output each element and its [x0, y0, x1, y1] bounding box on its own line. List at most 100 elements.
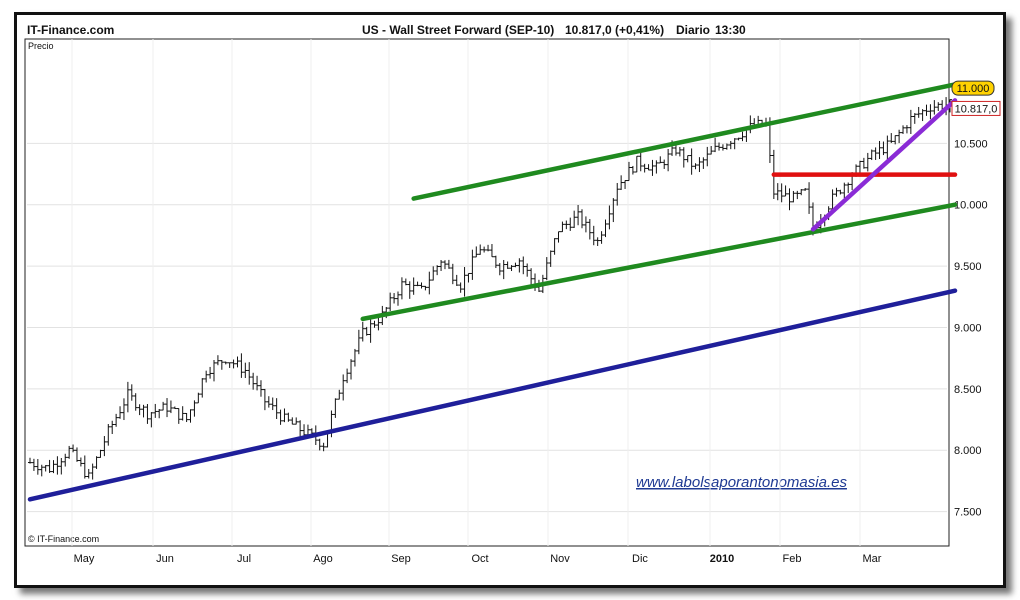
ohlc-bar [129, 384, 134, 401]
ohlc-bar [795, 190, 800, 200]
ohlc-bar [364, 326, 369, 336]
ohlc-bar [466, 272, 471, 283]
ohlc-bar [709, 145, 714, 155]
ohlc-bar [834, 187, 839, 197]
ohlc-bar [219, 360, 224, 370]
ohlc-bar [497, 263, 502, 276]
ohlc-bar [732, 138, 737, 150]
ohlc-bar [552, 238, 557, 255]
ohlc-bar [720, 144, 725, 151]
ohlc-bar [611, 198, 616, 223]
price-badge-text: 10.817,0 [955, 103, 998, 115]
ohlc-bar [184, 412, 189, 423]
ohlc-bar [407, 281, 412, 299]
ohlc-bar [681, 147, 686, 168]
ohlc-bar [717, 142, 722, 151]
level-badge: 11.000 [951, 80, 995, 96]
ohlc-bar [607, 205, 612, 230]
ohlc-bar [908, 109, 913, 135]
level-badge-text: 11.000 [957, 83, 990, 95]
ohlc-bar [345, 368, 350, 384]
y-tick-label: 10.500 [954, 138, 988, 150]
x-tick-label: Feb [783, 553, 802, 565]
ohlc-bar [161, 401, 166, 411]
ohlc-bar [302, 424, 307, 438]
ohlc-bar [192, 400, 197, 417]
ohlc-bar [705, 146, 710, 167]
ohlc-bar [286, 412, 291, 422]
ohlc-bar [149, 412, 154, 428]
ohlc-bar [560, 221, 565, 233]
ohlc-bar [121, 398, 126, 421]
ohlc-bar [701, 157, 706, 169]
ohlc-bar [262, 388, 267, 411]
ohlc-bar [932, 100, 937, 115]
ohlc-bar [442, 260, 447, 270]
ohlc-bar [505, 261, 510, 269]
ohlc-bar [838, 189, 843, 195]
ohlc-bar [106, 424, 111, 446]
ohlc-bar [885, 135, 890, 162]
ohlc-bar [47, 459, 52, 473]
ohlc-bar [63, 453, 68, 467]
trendline [360, 202, 958, 322]
ohlc-bar [86, 468, 91, 479]
chart-frame: IT-Finance.com US - Wall Street Forward … [14, 12, 1006, 588]
ohlc-bar [396, 291, 400, 306]
ohlc-bar [904, 125, 909, 134]
ohlc-bar [78, 457, 83, 467]
ohlc-bar [298, 420, 303, 437]
ohlc-bar [399, 277, 404, 300]
ohlc-bar [168, 400, 173, 414]
last-quote: 10.817,0 (+0,41%) [565, 23, 664, 37]
ohlc-bar [278, 409, 283, 425]
y-tick-label: 8.500 [954, 384, 982, 396]
ohlc-bar [458, 282, 463, 293]
ohlc-bar [501, 259, 506, 280]
ohlc-bar [603, 219, 608, 238]
ohlc-bar [208, 366, 213, 379]
ohlc-bar [564, 220, 569, 230]
ohlc-bar [239, 353, 244, 378]
ohlc-bar [713, 137, 718, 153]
trendline [411, 82, 958, 201]
ohlc-bar [454, 274, 459, 286]
ohlc-bar [482, 246, 487, 253]
x-tick-label: 2010 [710, 553, 734, 565]
period-label: Diario [676, 23, 710, 37]
ohlc-bar [916, 106, 921, 118]
ohlc-bar [521, 256, 526, 275]
ohlc-bar [419, 282, 424, 289]
ohlc-bar [415, 281, 420, 287]
ohlc-bar [71, 444, 76, 453]
ohlc-bar [580, 209, 584, 229]
ohlc-bar [881, 141, 886, 156]
ohlc-bar [411, 277, 416, 295]
x-axis: May Jun Jul Ago Sep Oct Nov Dic 2010 Feb Mar [74, 553, 882, 565]
ohlc-bar [787, 188, 792, 211]
ohlc-bar [321, 442, 326, 452]
ohlc-bar [372, 320, 377, 328]
ohlc-bar [82, 455, 87, 479]
ohlc-bar [587, 219, 592, 240]
ohlc-bar [360, 321, 365, 342]
ohlc-bar [356, 329, 361, 355]
ohlc-bar [274, 398, 279, 420]
ohlc-bar [689, 148, 694, 175]
ohlc-bar [474, 246, 479, 258]
ohlc-bar [901, 125, 906, 134]
ohlc-bar [431, 266, 436, 281]
ohlc-bar [90, 463, 95, 480]
watermark-link[interactable]: www.labolsaporantonomasia.es [636, 474, 847, 491]
ohlc-bar [94, 456, 99, 469]
ohlc-bar [697, 157, 702, 173]
ohlc-bar [114, 413, 119, 427]
ohlc-bar [118, 406, 123, 419]
ohlc-bar [43, 465, 48, 472]
ohlc-bar [799, 189, 804, 196]
ohlc-bar [619, 175, 624, 190]
ohlc-bar [599, 231, 604, 244]
ohlc-bar [450, 263, 455, 285]
ohlc-bar [333, 398, 338, 418]
ohlc-bar [478, 244, 483, 255]
